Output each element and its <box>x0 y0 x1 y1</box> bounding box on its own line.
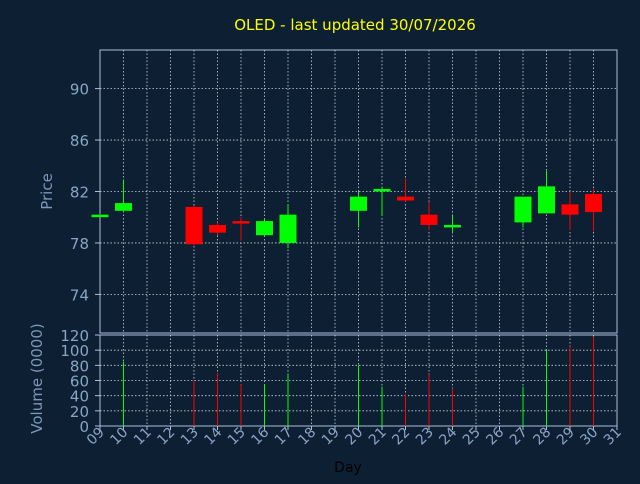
candle-body <box>115 203 132 211</box>
day-tick-label: 13 <box>178 425 202 449</box>
volume-tick-label: 40 <box>70 388 89 406</box>
day-tick-label: 21 <box>366 425 390 449</box>
price-tick-label: 78 <box>70 235 89 253</box>
candle-body <box>91 214 109 218</box>
price-panel: 74 78 82 86 90 Price <box>38 49 618 334</box>
volume-tick-label: 60 <box>70 373 89 391</box>
volume-axis-label: Volume (0000) <box>28 323 46 433</box>
candle-body <box>350 196 367 211</box>
candle-body <box>444 224 461 228</box>
day-tick-label: 17 <box>272 425 296 449</box>
day-tick-label: 12 <box>154 425 178 449</box>
candle-body <box>256 221 273 236</box>
day-tick-label: 29 <box>554 425 578 449</box>
day-tick-label: 10 <box>107 425 131 449</box>
day-tick-label: 23 <box>413 425 437 449</box>
chart-title: OLED - last updated 30/07/2026 <box>234 16 476 34</box>
day-tick-label: 25 <box>460 425 484 449</box>
day-axis-label: Day <box>334 460 362 476</box>
candle-body <box>209 224 226 233</box>
volume-tick-label: 20 <box>70 403 89 421</box>
day-tick-label: 22 <box>389 425 413 449</box>
price-tick-label: 86 <box>70 132 89 150</box>
candle-body <box>185 206 203 245</box>
day-tick-label: 14 <box>201 424 225 448</box>
candle-body <box>514 196 532 223</box>
day-tick-label: 26 <box>483 424 507 448</box>
day-tick-label: 20 <box>342 425 366 449</box>
candle-body <box>232 221 250 224</box>
day-tick-label: 28 <box>530 425 554 449</box>
day-tick-label: 16 <box>248 424 272 448</box>
price-tick-label: 82 <box>70 184 89 202</box>
candle-body <box>420 214 438 225</box>
volume-tick-label: 0 <box>79 418 89 436</box>
day-tick-label: 15 <box>225 425 249 449</box>
day-tick-label: 31 <box>601 425 625 449</box>
day-tick-label: 24 <box>436 424 460 448</box>
candle-body <box>397 196 414 201</box>
price-tick-label: 90 <box>70 81 89 99</box>
day-tick-label: 11 <box>131 425 155 449</box>
price-axis-label: Price <box>38 173 56 210</box>
price-tick-label: 74 <box>70 286 89 304</box>
candle-body <box>561 204 579 215</box>
day-tick-label: 27 <box>507 425 531 449</box>
day-tick-label: 30 <box>577 425 601 449</box>
candle-body <box>538 186 555 214</box>
candle-body <box>585 194 602 213</box>
volume-tick-label: 80 <box>70 357 89 375</box>
day-tick-label: 18 <box>295 425 319 449</box>
volume-tick-label: 120 <box>60 327 89 345</box>
candle-body <box>373 188 391 192</box>
candle-body <box>279 214 297 243</box>
volume-tick-label: 100 <box>60 342 89 360</box>
day-tick-label: 19 <box>319 425 343 449</box>
